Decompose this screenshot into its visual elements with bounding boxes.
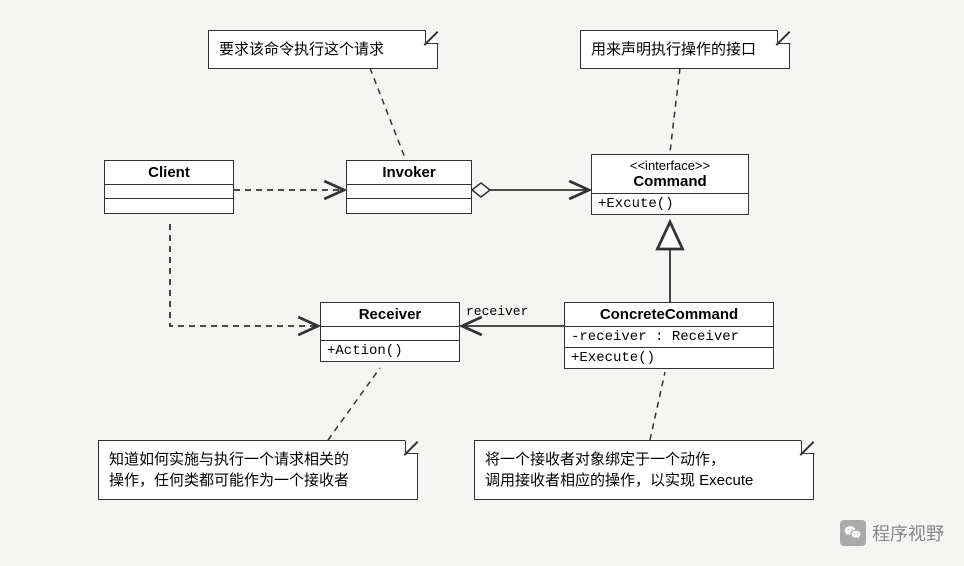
edge-note1 [370, 68, 405, 158]
wechat-icon [840, 520, 866, 546]
note-invoker: 要求该命令执行这个请求 [208, 30, 438, 69]
class-name: Invoker [347, 161, 471, 185]
note-text: 要求该命令执行这个请求 [219, 41, 384, 58]
class-name: <<interface>> Command [592, 155, 748, 194]
note-command: 用来声明执行操作的接口 [580, 30, 790, 69]
watermark: 程序视野 [840, 520, 944, 546]
diamond-invoker [472, 183, 490, 197]
class-command: <<interface>> Command +Excute() [591, 154, 749, 215]
edge-note3 [328, 368, 380, 440]
class-name: Receiver [321, 303, 459, 327]
class-name: ConcreteCommand [565, 303, 773, 327]
class-attrs [105, 185, 233, 199]
edge-client-receiver [170, 224, 318, 326]
note-text: 用来声明执行操作的接口 [591, 41, 756, 58]
note-text: 将一个接收者对象绑定于一个动作， 调用接收者相应的操作，以实现 Execute [485, 451, 753, 489]
class-concrete-command: ConcreteCommand -receiver : Receiver +Ex… [564, 302, 774, 369]
class-ops [105, 199, 233, 213]
note-text: 知道如何实施与执行一个请求相关的 操作，任何类都可能作为一个接收者 [109, 451, 349, 489]
edge-note4 [650, 372, 665, 440]
note-concrete: 将一个接收者对象绑定于一个动作， 调用接收者相应的操作，以实现 Execute [474, 440, 814, 500]
class-name-text: Command [633, 173, 706, 190]
class-attr: -receiver : Receiver [565, 327, 773, 348]
class-receiver: Receiver +Action() [320, 302, 460, 362]
class-ops [347, 199, 471, 213]
edge-label-receiver: receiver [466, 304, 528, 319]
class-client: Client [104, 160, 234, 214]
watermark-text: 程序视野 [872, 520, 944, 546]
class-op: +Excute() [592, 194, 748, 214]
edge-note2 [670, 68, 680, 152]
class-name: Client [105, 161, 233, 185]
note-receiver: 知道如何实施与执行一个请求相关的 操作，任何类都可能作为一个接收者 [98, 440, 418, 500]
class-invoker: Invoker [346, 160, 472, 214]
stereotype: <<interface>> [600, 158, 740, 173]
class-attrs [321, 327, 459, 341]
class-attrs [347, 185, 471, 199]
class-op: +Action() [321, 341, 459, 361]
class-op: +Execute() [565, 348, 773, 368]
